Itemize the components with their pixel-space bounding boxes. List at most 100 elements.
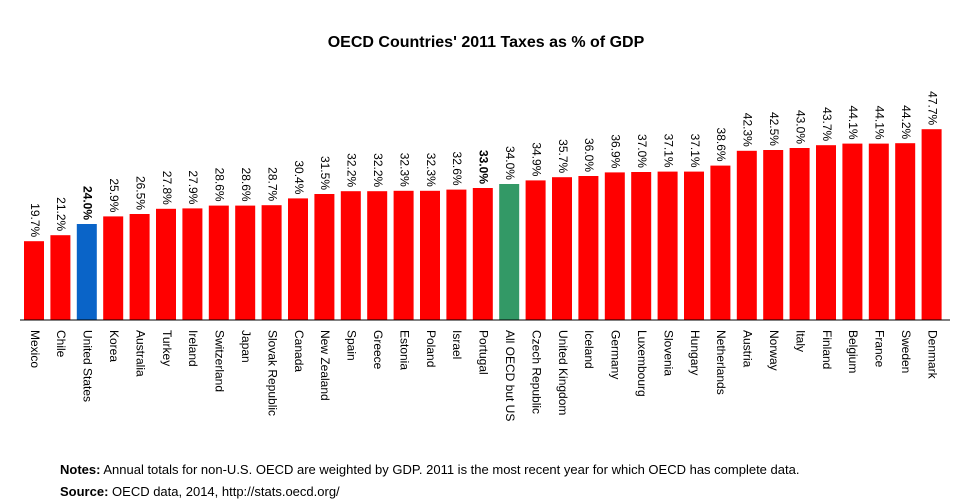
- category-label: France: [873, 330, 887, 368]
- value-label: 21.2%: [54, 197, 68, 231]
- category-label: Sweden: [899, 330, 913, 373]
- value-label: 43.0%: [793, 110, 807, 144]
- bar-canada: [288, 198, 308, 320]
- value-label: 32.2%: [371, 153, 385, 187]
- category-label: Germany: [609, 330, 623, 379]
- category-label: Greece: [371, 330, 385, 370]
- bar-belgium: [842, 143, 863, 320]
- bar-poland: [420, 190, 440, 320]
- category-label: Mexico: [28, 330, 42, 368]
- category-label: Portugal: [477, 330, 491, 375]
- value-label: 32.3%: [397, 153, 411, 187]
- value-label: 19.7%: [28, 203, 42, 237]
- value-label: 47.7%: [925, 91, 939, 125]
- bar-france: [868, 143, 889, 320]
- category-label: Austria: [741, 330, 755, 368]
- bar-norway: [763, 150, 784, 320]
- category-label: Czech Republic: [529, 330, 543, 414]
- value-label: 37.1%: [661, 134, 675, 168]
- bar-spain: [340, 191, 361, 320]
- bar-czech-republic: [525, 180, 546, 320]
- value-label: 24.0%: [81, 186, 95, 220]
- category-label: Belgium: [846, 330, 860, 373]
- value-label: 32.2%: [345, 153, 359, 187]
- category-label: Italy: [793, 330, 807, 352]
- bar-austria: [736, 150, 757, 320]
- category-label: Estonia: [397, 330, 411, 370]
- value-label: 27.9%: [186, 170, 200, 204]
- category-label: Canada: [292, 330, 306, 372]
- value-label: 34.0%: [503, 146, 517, 180]
- value-label: 42.5%: [767, 112, 781, 146]
- notes-line: Notes: Annual totals for non-U.S. OECD a…: [60, 462, 799, 477]
- value-label: 44.1%: [873, 106, 887, 140]
- category-label: Israel: [450, 330, 464, 359]
- value-label: 28.7%: [265, 167, 279, 201]
- value-label: 33.0%: [477, 150, 491, 184]
- bar-japan: [235, 205, 256, 320]
- category-label: Ireland: [186, 330, 200, 367]
- value-label: 36.9%: [609, 134, 623, 168]
- bar-new-zealand: [314, 194, 335, 320]
- notes-label: Notes:: [60, 462, 101, 477]
- value-label: 35.7%: [556, 139, 570, 173]
- category-label: Chile: [54, 330, 68, 358]
- bar-united-states: [76, 224, 97, 320]
- bar-australia: [129, 214, 150, 320]
- bar-luxembourg: [631, 172, 652, 320]
- bar-chile: [50, 235, 71, 320]
- notes-text: Annual totals for non-U.S. OECD are weig…: [103, 462, 800, 477]
- category-label: Turkey: [160, 330, 174, 366]
- bar-finland: [816, 145, 836, 320]
- category-label: Australia: [133, 330, 147, 377]
- value-label: 28.6%: [239, 168, 253, 202]
- value-label: 30.4%: [292, 160, 306, 194]
- bar-iceland: [578, 176, 599, 320]
- bar-estonia: [393, 190, 414, 320]
- category-label: Norway: [767, 330, 781, 371]
- bar-all-oecd-but-us: [499, 184, 520, 320]
- bar-denmark: [921, 129, 942, 320]
- value-label: 37.0%: [635, 134, 649, 168]
- bar-israel: [446, 189, 467, 320]
- category-label: Hungary: [688, 330, 702, 375]
- value-label: 34.9%: [529, 142, 543, 176]
- bar-greece: [367, 191, 388, 320]
- bar-united-kingdom: [552, 177, 572, 320]
- value-label: 44.1%: [846, 106, 860, 140]
- value-label: 42.3%: [741, 113, 755, 147]
- bar-switzerland: [208, 205, 229, 320]
- value-label: 37.1%: [688, 134, 702, 168]
- category-label: Japan: [239, 330, 253, 363]
- category-label: Switzerland: [213, 330, 227, 392]
- bar-mexico: [24, 241, 44, 320]
- value-label: 38.6%: [714, 128, 728, 162]
- bar-turkey: [156, 208, 176, 320]
- category-label: Korea: [107, 330, 121, 362]
- source-text: OECD data, 2014, http://stats.oecd.org/: [112, 484, 340, 499]
- bar-ireland: [182, 208, 203, 320]
- category-label: Finland: [820, 330, 834, 369]
- bar-portugal: [472, 188, 493, 320]
- bar-slovak-republic: [261, 205, 282, 320]
- category-label: Slovenia: [661, 330, 675, 376]
- bar-germany: [604, 172, 625, 320]
- value-label: 44.2%: [899, 105, 913, 139]
- category-label: Netherlands: [714, 330, 728, 395]
- bar-slovenia: [657, 171, 678, 320]
- category-label: Spain: [345, 330, 359, 361]
- value-label: 28.6%: [213, 168, 227, 202]
- source-line: Source: OECD data, 2014, http://stats.oe…: [60, 484, 340, 499]
- category-label: Denmark: [925, 330, 939, 380]
- value-label: 36.0%: [582, 138, 596, 172]
- category-label: Slovak Republic: [265, 330, 279, 416]
- bar-sweden: [895, 143, 916, 320]
- bar-hungary: [684, 171, 704, 320]
- value-label: 43.7%: [820, 107, 834, 141]
- category-label: United Kingdom: [556, 330, 570, 415]
- category-label: Iceland: [582, 330, 596, 369]
- value-label: 32.3%: [424, 153, 438, 187]
- bar-italy: [789, 148, 810, 320]
- bar-netherlands: [710, 165, 731, 320]
